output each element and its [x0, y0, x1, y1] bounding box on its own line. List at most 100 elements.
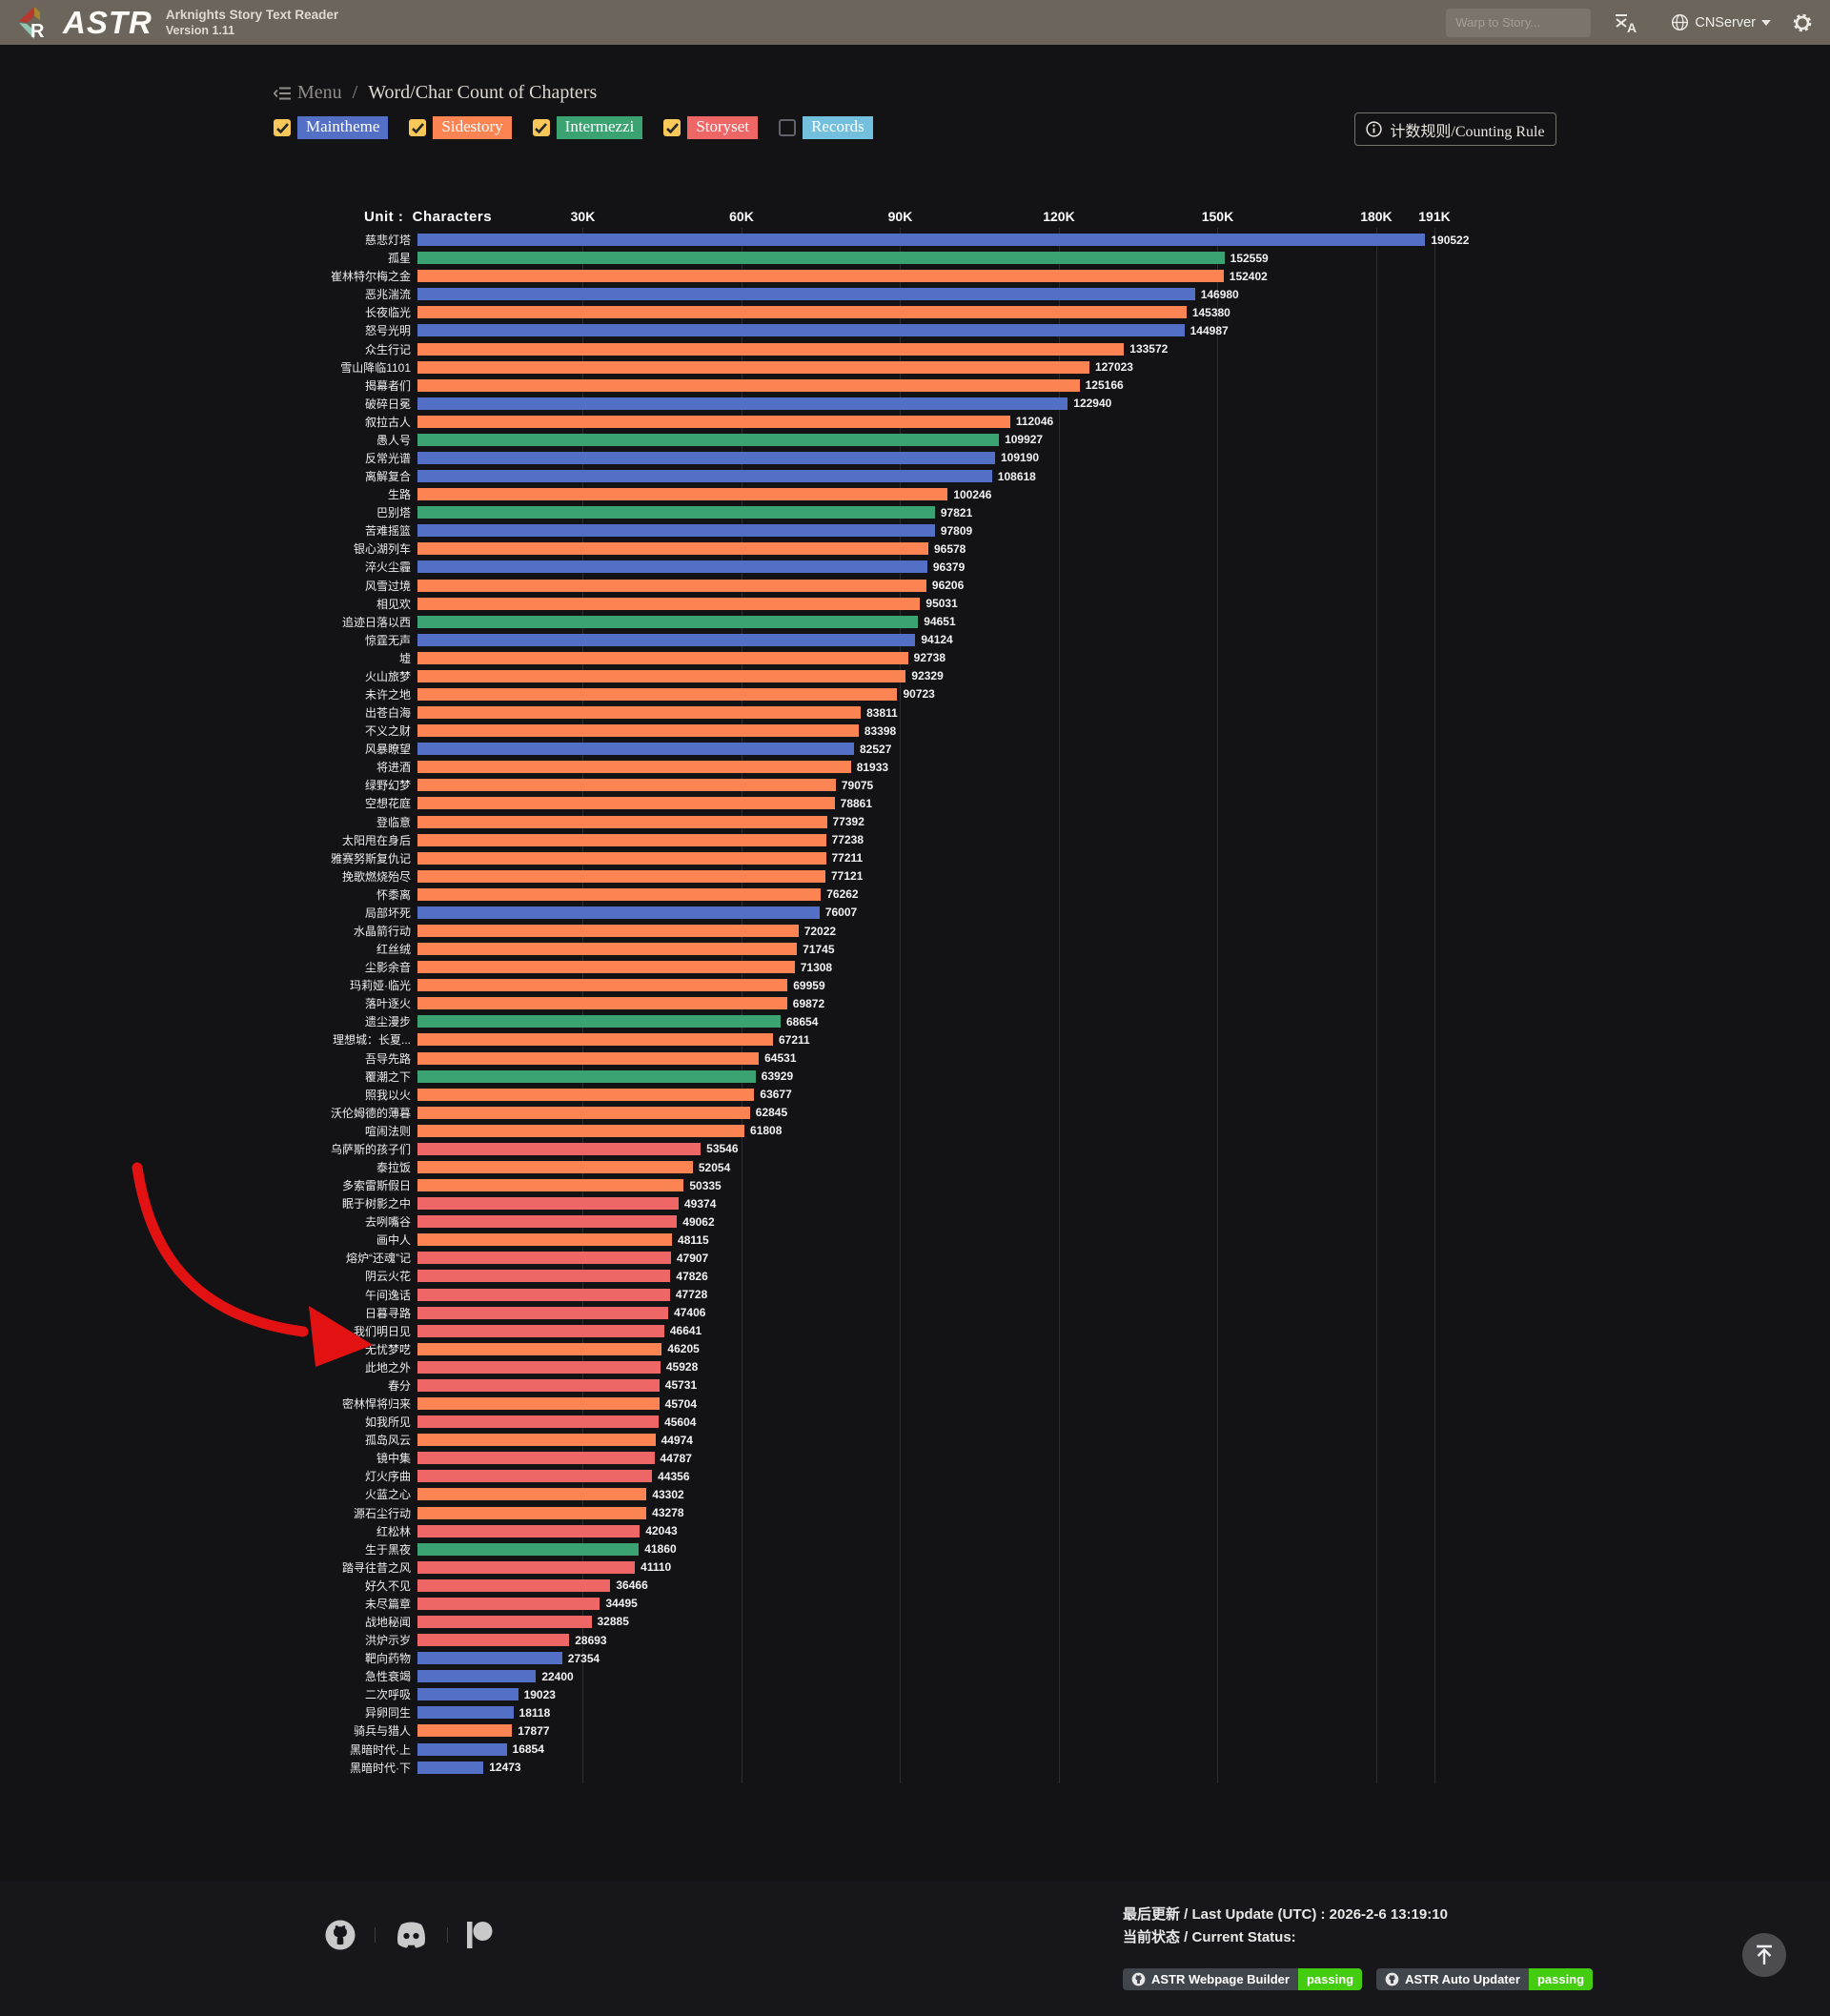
chapter-bar-78[interactable] — [417, 1634, 570, 1647]
chapter-bar-14[interactable] — [417, 470, 992, 483]
chapter-bar-39[interactable] — [417, 925, 799, 937]
chapter-bar-50[interactable] — [417, 1124, 745, 1137]
chapter-bar-23[interactable] — [417, 633, 916, 646]
chapter-bar-21[interactable] — [417, 597, 921, 610]
chapter-bar-65[interactable] — [417, 1397, 660, 1411]
chapter-bar-57[interactable] — [417, 1252, 671, 1265]
chapter-bar-82[interactable] — [417, 1706, 514, 1720]
chapter-bar-13[interactable] — [417, 451, 995, 464]
chapter-bar-79[interactable] — [417, 1652, 562, 1665]
chapter-bar-35[interactable] — [417, 851, 826, 865]
chapter-bar-67[interactable] — [417, 1434, 656, 1447]
chapter-bar-64[interactable] — [417, 1378, 660, 1392]
github-icon[interactable] — [324, 1919, 356, 1951]
ci-status-badge[interactable]: ASTR Auto Updater passing — [1376, 1968, 1594, 1990]
filter-checkbox[interactable] — [409, 119, 427, 136]
chapter-bar-77[interactable] — [417, 1615, 592, 1628]
astr-logo-icon[interactable]: R — [17, 5, 55, 41]
chapter-bar-58[interactable] — [417, 1270, 671, 1283]
chapter-bar-28[interactable] — [417, 724, 859, 738]
chapter-bar-53[interactable] — [417, 1179, 684, 1192]
chapter-bar-48[interactable] — [417, 1088, 755, 1101]
chapter-bar-1[interactable] — [417, 234, 1426, 247]
chapter-bar-16[interactable] — [417, 506, 935, 519]
chapter-bar-31[interactable] — [417, 779, 836, 792]
filter-item-storyset[interactable]: Storyset — [663, 116, 759, 139]
chapter-bar-68[interactable] — [417, 1452, 655, 1465]
chapter-bar-5[interactable] — [417, 306, 1187, 319]
chapter-bar-71[interactable] — [417, 1506, 647, 1519]
chapter-bar-74[interactable] — [417, 1560, 636, 1574]
chapter-bar-18[interactable] — [417, 542, 928, 556]
chapter-bar-37[interactable] — [417, 887, 822, 901]
filter-item-maintheme[interactable]: Maintheme — [274, 116, 389, 139]
chapter-bar-76[interactable] — [417, 1597, 600, 1610]
chapter-bar-49[interactable] — [417, 1106, 750, 1119]
chapter-bar-42[interactable] — [417, 979, 788, 992]
patreon-icon[interactable] — [466, 1921, 493, 1949]
ci-status-badge[interactable]: ASTR Webpage Builder passing — [1123, 1968, 1363, 1990]
chapter-bar-34[interactable] — [417, 833, 826, 846]
chapter-bar-47[interactable] — [417, 1069, 756, 1083]
chapter-bar-85[interactable] — [417, 1761, 484, 1774]
chapter-bar-70[interactable] — [417, 1488, 647, 1501]
filter-checkbox[interactable] — [663, 119, 681, 136]
scroll-to-top-button[interactable] — [1742, 1933, 1786, 1977]
translate-icon[interactable]: A — [1614, 11, 1640, 34]
chapter-bar-46[interactable] — [417, 1051, 760, 1065]
story-search-input[interactable] — [1446, 8, 1592, 37]
chapter-bar-61[interactable] — [417, 1324, 664, 1337]
filter-checkbox[interactable] — [779, 119, 797, 136]
filter-checkbox[interactable] — [532, 119, 550, 136]
chapter-bar-33[interactable] — [417, 815, 827, 828]
chapter-bar-25[interactable] — [417, 669, 906, 682]
chapter-bar-40[interactable] — [417, 943, 798, 956]
chapter-bar-27[interactable] — [417, 706, 862, 720]
chapter-bar-56[interactable] — [417, 1233, 673, 1247]
chapter-bar-73[interactable] — [417, 1542, 640, 1556]
filter-checkbox[interactable] — [274, 119, 291, 136]
chapter-bar-36[interactable] — [417, 869, 825, 883]
chapter-bar-17[interactable] — [417, 524, 935, 538]
chapter-bar-2[interactable] — [417, 252, 1225, 265]
chapter-bar-43[interactable] — [417, 997, 787, 1010]
chapter-bar-26[interactable] — [417, 687, 898, 701]
chapter-bar-80[interactable] — [417, 1670, 537, 1683]
chapter-bar-83[interactable] — [417, 1724, 513, 1738]
chapter-bar-75[interactable] — [417, 1578, 611, 1592]
chapter-bar-22[interactable] — [417, 615, 919, 628]
chapter-bar-41[interactable] — [417, 961, 795, 974]
chapter-bar-15[interactable] — [417, 488, 948, 501]
chapter-bar-9[interactable] — [417, 378, 1080, 392]
chapter-bar-7[interactable] — [417, 342, 1125, 356]
server-selector[interactable]: CNServer — [1671, 13, 1771, 31]
chapter-bar-3[interactable] — [417, 270, 1224, 283]
chapter-bar-45[interactable] — [417, 1033, 773, 1047]
chapter-bar-30[interactable] — [417, 761, 851, 774]
chapter-bar-55[interactable] — [417, 1215, 678, 1229]
chapter-bar-32[interactable] — [417, 797, 835, 810]
chapter-bar-11[interactable] — [417, 415, 1010, 428]
chapter-bar-59[interactable] — [417, 1288, 670, 1301]
chapter-bar-6[interactable] — [417, 324, 1185, 337]
chapter-bar-60[interactable] — [417, 1306, 669, 1319]
chapter-bar-62[interactable] — [417, 1342, 662, 1355]
chapter-bar-63[interactable] — [417, 1360, 661, 1374]
chapter-bar-81[interactable] — [417, 1688, 518, 1701]
chapter-bar-44[interactable] — [417, 1015, 781, 1028]
chapter-bar-10[interactable] — [417, 397, 1068, 410]
discord-icon[interactable] — [394, 1921, 429, 1949]
chapter-bar-72[interactable] — [417, 1524, 640, 1537]
chapter-bar-69[interactable] — [417, 1470, 653, 1483]
chapter-bar-54[interactable] — [417, 1197, 679, 1211]
chapter-bar-29[interactable] — [417, 743, 854, 756]
filter-item-intermezzi[interactable]: Intermezzi — [532, 116, 643, 139]
menu-toggle[interactable]: Menu — [274, 82, 342, 104]
chapter-bar-24[interactable] — [417, 651, 908, 664]
chapter-bar-84[interactable] — [417, 1742, 507, 1756]
chapter-bar-20[interactable] — [417, 579, 926, 592]
chapter-bar-52[interactable] — [417, 1161, 693, 1174]
chapter-bar-38[interactable] — [417, 906, 820, 919]
settings-gear-icon[interactable] — [1792, 12, 1813, 33]
chapter-bar-8[interactable] — [417, 360, 1089, 374]
